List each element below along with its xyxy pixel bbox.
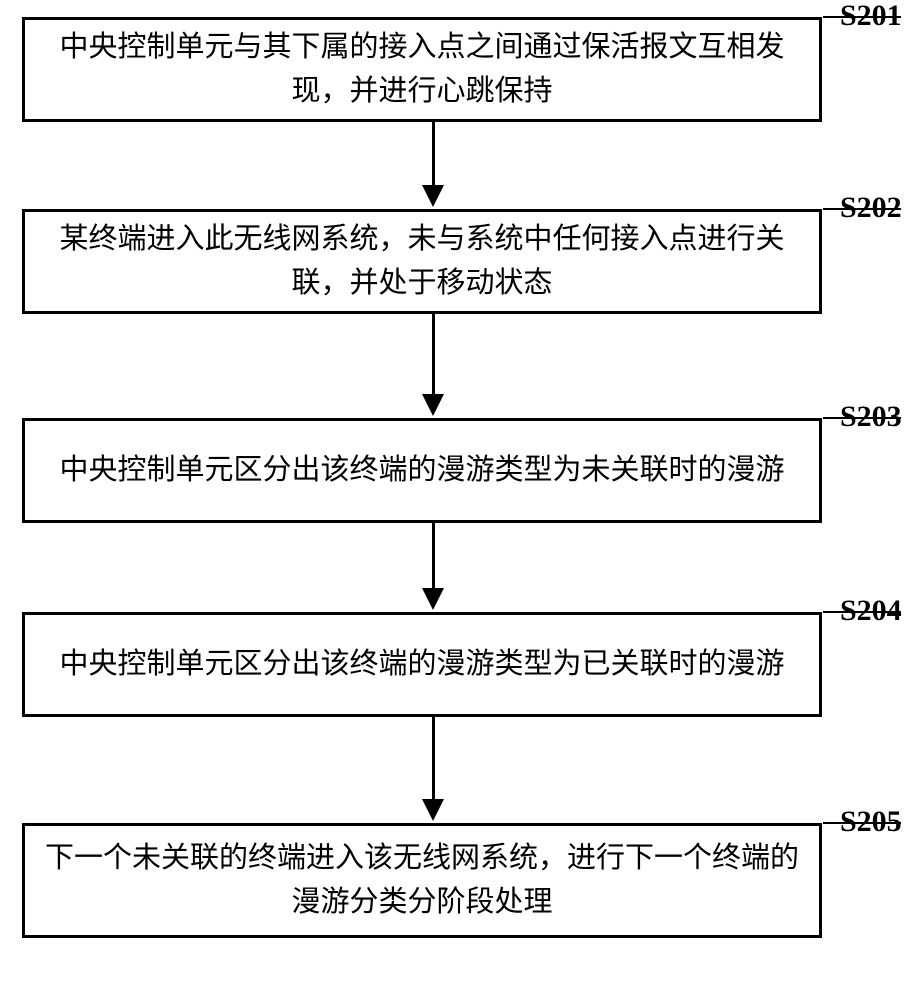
step-label-s204: S204 bbox=[840, 594, 902, 628]
arrow-1 bbox=[422, 122, 444, 207]
step-box-s204: 中央控制单元区分出该终端的漫游类型为已关联时的漫游 bbox=[22, 612, 822, 717]
step-text-s202: 某终端进入此无线网系统，未与系统中任何接入点进行关联，并处于移动状态 bbox=[45, 218, 799, 305]
step-box-s202: 某终端进入此无线网系统，未与系统中任何接入点进行关联，并处于移动状态 bbox=[22, 209, 822, 314]
arrow-line bbox=[432, 523, 435, 590]
step-box-s201: 中央控制单元与其下属的接入点之间通过保活报文互相发现，并进行心跳保持 bbox=[22, 17, 822, 122]
step-text-s203: 中央控制单元区分出该终端的漫游类型为未关联时的漫游 bbox=[59, 449, 784, 493]
step-text-s201: 中央控制单元与其下属的接入点之间通过保活报文互相发现，并进行心跳保持 bbox=[45, 26, 799, 113]
arrow-4 bbox=[422, 717, 444, 821]
step-box-s205: 下一个未关联的终端进入该无线网系统，进行下一个终端的漫游分类分阶段处理 bbox=[22, 823, 822, 938]
arrow-head bbox=[422, 394, 444, 416]
flowchart-container: S201 中央控制单元与其下属的接入点之间通过保活报文互相发现，并进行心跳保持 … bbox=[0, 0, 916, 1000]
arrow-line bbox=[432, 717, 435, 801]
arrow-3 bbox=[422, 523, 444, 610]
arrow-head bbox=[422, 588, 444, 610]
step-text-s204: 中央控制单元区分出该终端的漫游类型为已关联时的漫游 bbox=[59, 643, 784, 687]
step-label-s202: S202 bbox=[840, 191, 902, 225]
arrow-head bbox=[422, 185, 444, 207]
arrow-2 bbox=[422, 314, 444, 416]
arrow-head bbox=[422, 799, 444, 821]
step-label-s205: S205 bbox=[840, 805, 902, 839]
step-box-s203: 中央控制单元区分出该终端的漫游类型为未关联时的漫游 bbox=[22, 418, 822, 523]
arrow-line bbox=[432, 122, 435, 187]
step-label-s201: S201 bbox=[840, 0, 902, 33]
arrow-line bbox=[432, 314, 435, 396]
step-text-s205: 下一个未关联的终端进入该无线网系统，进行下一个终端的漫游分类分阶段处理 bbox=[45, 837, 799, 924]
step-label-s203: S203 bbox=[840, 400, 902, 434]
